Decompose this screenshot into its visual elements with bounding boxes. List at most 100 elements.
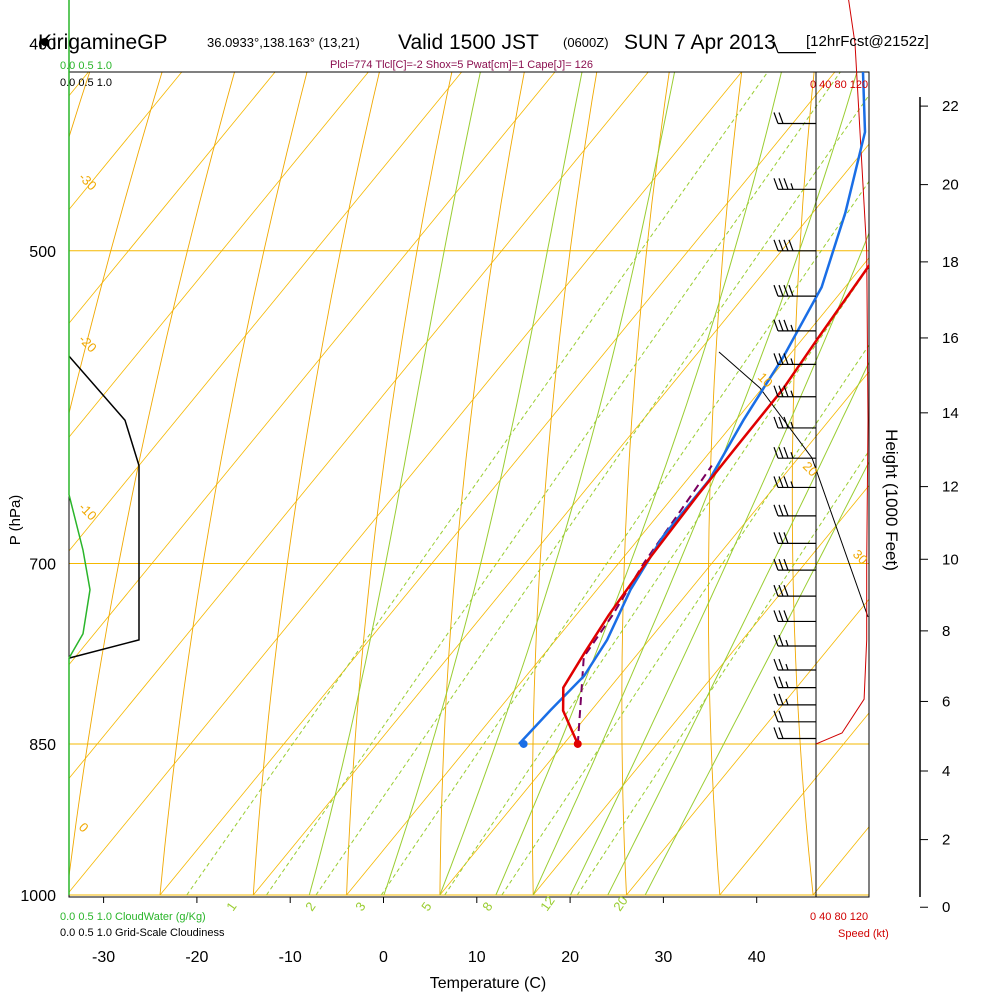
wind-barb-feather bbox=[783, 239, 789, 252]
moist-adiabat-line bbox=[607, 361, 869, 896]
stability-indices: Plcl=774 Tlcl[C]=-2 Shox=5 Pwat[cm]=1 Ca… bbox=[330, 59, 594, 71]
dry-adiabat-label: -20 bbox=[76, 332, 100, 356]
wind-barb bbox=[773, 727, 816, 740]
dry-adiabat-label: 30 bbox=[850, 547, 871, 568]
wind-barb-feather bbox=[773, 385, 779, 397]
mixing-ratio-label: 1 bbox=[223, 899, 239, 914]
wind-barb-feather bbox=[778, 610, 784, 622]
wind-barb-half-feather bbox=[790, 421, 794, 429]
dry-adiabat-line bbox=[252, 72, 380, 896]
wind-barb-feather bbox=[783, 532, 789, 544]
dry-adiabat-label: -30 bbox=[76, 170, 100, 194]
wind-barb-feather bbox=[783, 584, 789, 597]
moist-adiabat-line bbox=[532, 72, 858, 896]
wind-barb-half-feather bbox=[790, 183, 794, 190]
mixing-ratio-line bbox=[380, 180, 869, 896]
wind-barb-feather bbox=[773, 676, 779, 688]
forecast-info: [12hrFcst@2152z] bbox=[806, 33, 929, 50]
wind-barb-feather bbox=[773, 584, 779, 597]
isotherm-line bbox=[346, 257, 869, 896]
x-tick-label: 0 bbox=[379, 949, 388, 966]
series-layer bbox=[518, 72, 869, 748]
wind-barb-half-feather bbox=[790, 390, 794, 397]
x-tick-label: -20 bbox=[185, 949, 208, 966]
height-tick-label: 18 bbox=[942, 254, 959, 271]
height-tick-label: 10 bbox=[942, 551, 959, 568]
wind-barb-feather bbox=[773, 446, 779, 459]
wind-barb-half-feather bbox=[790, 481, 794, 488]
moist-adiabat-line bbox=[495, 72, 782, 896]
height-tick-label: 0 bbox=[942, 899, 950, 916]
cloudiness-scale-top: 0.0 0.5 1.0 bbox=[60, 77, 112, 89]
dry-adiabat-line bbox=[346, 72, 453, 896]
x-tick-label: -30 bbox=[92, 949, 115, 966]
dry-adiabat-line bbox=[707, 72, 743, 896]
wind-barb-half-feather bbox=[790, 324, 794, 332]
wind-barb bbox=[773, 178, 816, 190]
wind-barb-feather bbox=[773, 178, 779, 190]
wind-barb bbox=[773, 385, 816, 398]
wind-barb bbox=[773, 446, 816, 459]
dry-adiabat-line bbox=[69, 72, 163, 416]
wind-barb-feather bbox=[783, 504, 789, 517]
station-name: KirigamineGP bbox=[38, 31, 168, 54]
wind-barb-feather bbox=[778, 532, 784, 544]
station-marker-icon bbox=[41, 38, 49, 46]
wind-barb-feather bbox=[778, 385, 784, 397]
wind-barb bbox=[773, 41, 816, 54]
wind-barb-feather bbox=[773, 610, 779, 622]
wind-barb bbox=[773, 112, 816, 125]
mixing-ratio-label: 3 bbox=[352, 899, 368, 914]
wind-barb-half-feather bbox=[785, 698, 789, 706]
wind-barb bbox=[773, 693, 816, 706]
wind-barb-feather bbox=[778, 584, 784, 597]
wind-barb bbox=[773, 504, 816, 517]
wind-barb bbox=[773, 558, 816, 571]
wind-barb-feather bbox=[778, 634, 784, 647]
wind-barb-feather bbox=[778, 284, 784, 297]
wind-barb-half-feather bbox=[790, 358, 794, 365]
wind-barb-half-feather bbox=[785, 663, 789, 671]
x-axis-title: Temperature (C) bbox=[430, 975, 546, 992]
wind-barb-feather bbox=[778, 239, 784, 252]
dry-adiabat-line bbox=[439, 72, 525, 896]
mixing-ratio-line bbox=[266, 72, 841, 896]
parcel-trace bbox=[576, 465, 713, 745]
grid-layer bbox=[0, 0, 1000, 896]
height-tick-label: 6 bbox=[942, 693, 950, 710]
wind-barb bbox=[773, 416, 816, 429]
dry-adiabat-line bbox=[952, 0, 1000, 895]
isotherm-line bbox=[69, 72, 463, 552]
valid-date: SUN 7 Apr 2013 bbox=[624, 31, 776, 54]
wind-barb-feather bbox=[773, 239, 779, 252]
pressure-tick-label: 1000 bbox=[20, 888, 56, 905]
station-coords: 36.0933°,138.163° (13,21) bbox=[207, 35, 360, 50]
dry-adiabat-line bbox=[0, 0, 193, 895]
cloudwater-scale-top: 0.0 0.5 1.0 bbox=[60, 60, 112, 72]
mixing-ratio-label: 12 bbox=[537, 893, 558, 913]
wind-barb-feather bbox=[783, 610, 789, 622]
x-tick-label: 20 bbox=[561, 949, 579, 966]
wind-barb bbox=[773, 532, 816, 544]
cloudiness-legend: 0.0 0.5 1.0 Grid-Scale Cloudiness bbox=[60, 927, 225, 939]
mixing-ratio-line bbox=[186, 72, 769, 896]
wind-speed-profile bbox=[815, 0, 869, 745]
x-tick-label: 10 bbox=[468, 949, 486, 966]
mixing-ratio-line bbox=[444, 265, 869, 896]
wind-barb-feather bbox=[778, 658, 784, 671]
wind-barb bbox=[773, 634, 816, 647]
height-tick-label: 16 bbox=[942, 330, 959, 347]
wind-barb-feather bbox=[783, 178, 789, 190]
wind-barb-feather bbox=[778, 727, 784, 739]
isotherm-line bbox=[159, 72, 836, 896]
height-tick-label: 20 bbox=[942, 177, 959, 194]
wind-barb bbox=[773, 284, 816, 297]
dry-adiabat-line bbox=[531, 72, 598, 896]
cloudwater-legend: 0.0 0.5 1.0 CloudWater (g/Kg) bbox=[60, 911, 206, 923]
y-axis-title: P (hPa) bbox=[7, 495, 24, 546]
wind-barb-feather bbox=[773, 41, 779, 53]
surface-temperature-point bbox=[573, 739, 582, 748]
wind-barbs bbox=[773, 41, 816, 740]
isotherm-line bbox=[69, 72, 276, 324]
